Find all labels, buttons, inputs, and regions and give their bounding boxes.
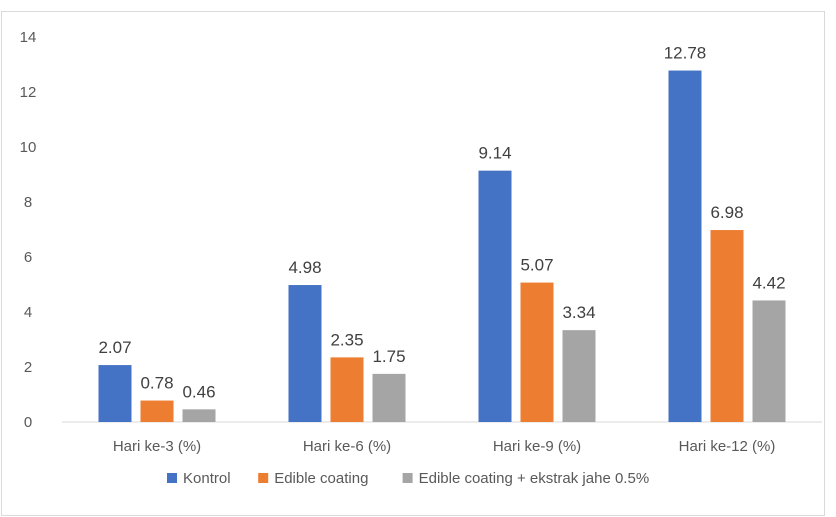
data-label: 4.98: [288, 258, 321, 277]
data-label: 6.98: [710, 203, 743, 222]
legend-swatch: [258, 473, 269, 483]
data-label: 4.42: [752, 273, 785, 292]
category-label: Hari ke-9 (%): [493, 438, 581, 455]
bar: [372, 373, 406, 422]
data-label: 5.07: [520, 256, 553, 275]
y-tick-label: 10: [20, 139, 37, 156]
data-labels-group: 2.07 0.78 0.46 4.98 2.35 1.75 9.14 5.07 3.34 12.7…: [98, 44, 785, 402]
data-label: 1.75: [372, 347, 405, 366]
data-label: 2.35: [330, 330, 363, 349]
bar: [182, 409, 216, 422]
y-tick-label: 6: [24, 249, 32, 266]
data-label: 3.34: [562, 303, 595, 322]
data-label: 0.46: [182, 382, 215, 401]
y-axis: 0 2 4 6 8 10 12 14: [20, 29, 37, 431]
category-label: Hari ke-3 (%): [113, 438, 201, 455]
legend: Kontrol Edible coating Edible coating + ek…: [167, 470, 649, 487]
y-tick-label: 0: [24, 414, 32, 431]
bar: [562, 330, 596, 422]
bar: [478, 170, 512, 422]
legend-swatch: [167, 473, 177, 483]
bar: [752, 300, 786, 422]
legend-label: Edible coating + ekstrak jahe 0.5%: [419, 470, 650, 487]
y-tick-label: 2: [24, 359, 32, 376]
category-labels-group: Hari ke-3 (%) Hari ke-6 (%) Hari ke-9 (%) H…: [113, 438, 776, 455]
y-tick-label: 8: [24, 194, 32, 211]
data-label: 12.78: [664, 44, 707, 63]
data-label: 9.14: [478, 144, 511, 163]
bar: [710, 230, 744, 422]
bar: [520, 282, 554, 422]
bar: [98, 365, 132, 422]
bar: [140, 400, 174, 422]
y-tick-label: 14: [20, 29, 37, 46]
data-label: 2.07: [98, 338, 131, 357]
bar: [668, 70, 702, 423]
legend-label: Kontrol: [183, 470, 231, 487]
legend-label: Edible coating: [274, 470, 368, 487]
y-tick-label: 12: [20, 84, 37, 101]
chart-frame: 0 2 4 6 8 10 12 14 2.07 0.78 0.46 4.98 2.35 1.75 9.14…: [1, 11, 825, 516]
y-tick-label: 4: [24, 304, 32, 321]
bar-chart: 0 2 4 6 8 10 12 14 2.07 0.78 0.46 4.98 2.35 1.75 9.14…: [20, 29, 822, 487]
bar: [288, 285, 322, 422]
bar: [330, 357, 364, 422]
legend-swatch: [402, 473, 413, 483]
bars-group: [98, 70, 786, 423]
category-label: Hari ke-6 (%): [303, 438, 391, 455]
data-label: 0.78: [140, 374, 173, 393]
category-label: Hari ke-12 (%): [679, 438, 776, 455]
